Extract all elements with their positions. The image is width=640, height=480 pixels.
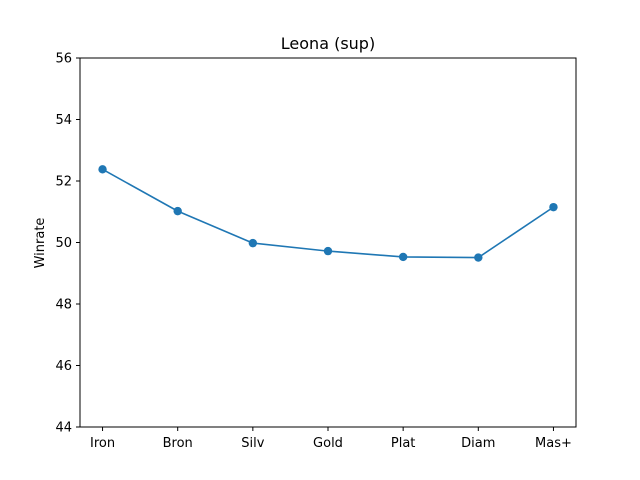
y-tick-label: 50 bbox=[55, 236, 72, 251]
y-tick-label: 52 bbox=[55, 175, 72, 190]
data-point bbox=[474, 253, 483, 262]
x-tick-label: Diam bbox=[461, 436, 495, 451]
y-tick-label: 46 bbox=[55, 359, 72, 374]
y-tick-label: 48 bbox=[55, 298, 72, 313]
chart-title: Leona (sup) bbox=[281, 34, 375, 53]
x-tick-label: Iron bbox=[90, 436, 115, 451]
data-point bbox=[323, 246, 333, 256]
x-tick-label: Silv bbox=[241, 436, 264, 451]
plot-area: 44 46 48 50 52 54 56 Iron Bron Silv Gold Plat Diam Ma… bbox=[55, 52, 577, 451]
data-point bbox=[98, 165, 107, 174]
x-tick-label: Plat bbox=[391, 436, 416, 451]
y-tick-label: 56 bbox=[55, 52, 72, 67]
y-tick-label: 54 bbox=[55, 113, 72, 128]
axes-frame bbox=[79, 57, 577, 428]
x-tick-label: Mas+ bbox=[535, 436, 572, 451]
data-point bbox=[173, 206, 182, 216]
data-point bbox=[549, 202, 558, 212]
series-line bbox=[102, 168, 554, 259]
y-tick-label: 44 bbox=[55, 421, 72, 436]
data-point bbox=[398, 252, 408, 262]
y-axis-label: Winrate bbox=[33, 218, 48, 269]
data-point bbox=[248, 238, 258, 248]
x-tick-label: Bron bbox=[163, 436, 193, 451]
x-tick-label: Gold bbox=[313, 436, 343, 451]
